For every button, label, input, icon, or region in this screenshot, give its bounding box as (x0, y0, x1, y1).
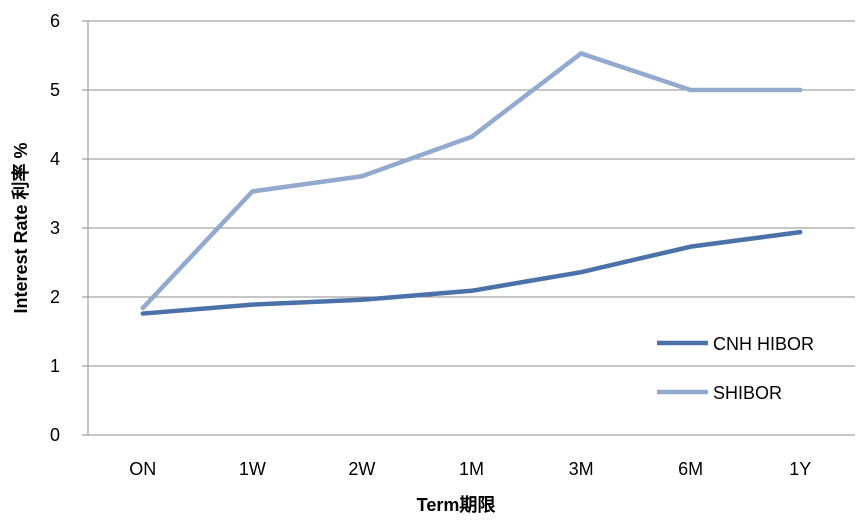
x-tick-label: 2W (348, 459, 375, 479)
y-tick-label: 5 (50, 80, 60, 100)
legend: CNH HIBOR SHIBOR (657, 334, 814, 403)
y-tick-label: 4 (50, 149, 60, 169)
y-tick-label: 0 (50, 425, 60, 445)
legend-label-shibor: SHIBOR (713, 383, 782, 403)
x-tick-label: 1M (459, 459, 484, 479)
grid-lines (82, 20, 855, 436)
x-tick-label: 6M (678, 459, 703, 479)
y-tick-label: 3 (50, 218, 60, 238)
series-lines (140, 51, 803, 316)
x-axis-title: Term期限 (417, 495, 497, 515)
y-tick-label: 2 (50, 287, 60, 307)
y-tick-label: 6 (50, 11, 60, 31)
x-tick-label: 1W (239, 459, 266, 479)
legend-label-cnh-hibor: CNH HIBOR (713, 334, 814, 354)
y-axis-title: Interest Rate 利率 % (10, 142, 31, 313)
x-tick-labels: ON 1W 2W 1M 3M 6M 1Y (129, 459, 811, 479)
series-line-shibor (140, 51, 803, 311)
x-tick-label: 1Y (789, 459, 811, 479)
y-tick-label: 1 (50, 356, 60, 376)
y-tick-labels: 0 1 2 3 4 5 6 (50, 11, 60, 445)
axes (87, 21, 855, 436)
series-line-cnh-hibor (140, 229, 803, 316)
x-tick-label: 3M (569, 459, 594, 479)
x-tick-label: ON (129, 459, 156, 479)
